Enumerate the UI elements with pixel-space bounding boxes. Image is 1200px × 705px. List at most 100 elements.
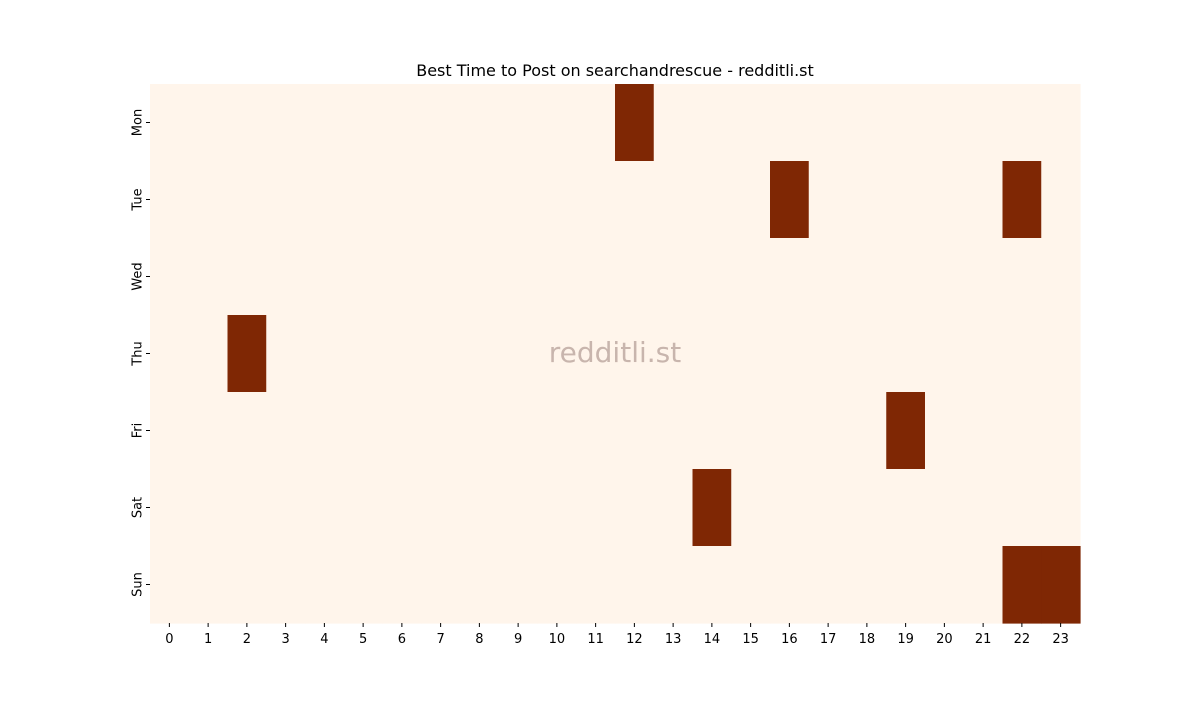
heatmap-cell-thu-6 (382, 315, 422, 393)
heatmap-cell-fri-13 (653, 392, 694, 470)
heatmap-cell-sat-23 (1041, 469, 1081, 547)
heatmap-cell-wed-16 (770, 238, 810, 316)
heatmap-cell-sat-1 (188, 469, 229, 547)
heatmap-cell-sat-3 (266, 469, 306, 547)
heatmap-cell-sun-0 (150, 546, 190, 624)
heatmap-cell-sat-0 (150, 469, 190, 547)
heatmap-cell-tue-11 (576, 161, 616, 239)
x-tick-label: 23 (1052, 632, 1069, 647)
y-tick-label: Thu (131, 341, 146, 366)
heatmap-cell-sun-23 (1041, 546, 1081, 624)
heatmap-cell-sat-15 (731, 469, 771, 547)
heatmap-cell-sat-17 (808, 469, 849, 547)
heatmap-cell-mon-14 (692, 84, 732, 162)
heatmap-cell-tue-6 (382, 161, 422, 239)
heatmap-cell-fri-1 (188, 392, 229, 470)
heatmap-cell-mon-12 (615, 84, 655, 162)
y-tick-label: Wed (131, 262, 146, 290)
heatmap-cell-mon-11 (576, 84, 616, 162)
x-tick-label: 10 (549, 632, 566, 647)
heatmap-cell-fri-9 (498, 392, 539, 470)
heatmap-cell-tue-7 (421, 161, 461, 239)
heatmap-cell-tue-18 (847, 161, 887, 239)
x-tick-label: 5 (359, 632, 367, 647)
heatmap-cell-wed-14 (692, 238, 732, 316)
heatmap-cell-sat-16 (770, 469, 810, 547)
heatmap-cell-thu-3 (266, 315, 306, 393)
heatmap-cell-fri-17 (808, 392, 849, 470)
heatmap-cell-thu-23 (1041, 315, 1081, 393)
heatmap-cell-wed-1 (188, 238, 229, 316)
heatmap-cell-sun-17 (808, 546, 849, 624)
heatmap-cell-thu-11 (576, 315, 616, 393)
heatmap-cell-tue-3 (266, 161, 306, 239)
heatmap-cell-fri-7 (421, 392, 461, 470)
heatmap-cell-wed-7 (421, 238, 461, 316)
heatmap-cell-wed-12 (615, 238, 655, 316)
heatmap-cell-sun-18 (847, 546, 887, 624)
heatmap-cell-mon-1 (188, 84, 229, 162)
heatmap-cell-wed-8 (460, 238, 500, 316)
heatmap-cell-wed-3 (266, 238, 306, 316)
heatmap-cell-sat-6 (382, 469, 422, 547)
x-tick-label: 7 (436, 632, 444, 647)
x-tick-label: 15 (742, 632, 759, 647)
heatmap-cell-fri-12 (615, 392, 655, 470)
heatmap-cell-sun-6 (382, 546, 422, 624)
heatmap-cell-fri-18 (847, 392, 887, 470)
heatmap-cell-mon-18 (847, 84, 887, 162)
heatmap-cell-tue-14 (692, 161, 732, 239)
heatmap-cell-mon-19 (886, 84, 926, 162)
heatmap-cell-tue-2 (227, 161, 267, 239)
heatmap-cell-thu-19 (886, 315, 926, 393)
heatmap-cell-sun-22 (1002, 546, 1042, 624)
heatmap-cell-mon-6 (382, 84, 422, 162)
heatmap-cell-sun-10 (537, 546, 577, 624)
heatmap-cell-mon-20 (925, 84, 965, 162)
heatmap-cell-fri-8 (460, 392, 500, 470)
heatmap-cell-fri-23 (1041, 392, 1081, 470)
heatmap-cell-thu-18 (847, 315, 887, 393)
heatmap-cell-wed-20 (925, 238, 965, 316)
heatmap-cell-tue-20 (925, 161, 965, 239)
heatmap-cell-sat-8 (460, 469, 500, 547)
x-tick-label: 3 (281, 632, 289, 647)
heatmap-cell-tue-22 (1002, 161, 1042, 239)
heatmap-cell-sat-12 (615, 469, 655, 547)
heatmap-cell-thu-8 (460, 315, 500, 393)
heatmap-cell-mon-3 (266, 84, 306, 162)
heatmap-cell-thu-13 (653, 315, 694, 393)
y-tick-label: Sat (131, 497, 146, 518)
heatmap-cell-thu-0 (150, 315, 190, 393)
x-tick-label: 16 (781, 632, 798, 647)
x-tick-label: 8 (475, 632, 483, 647)
heatmap-cell-mon-9 (498, 84, 539, 162)
heatmap-cell-sun-12 (615, 546, 655, 624)
heatmap-cell-thu-5 (343, 315, 384, 393)
heatmap-cell-tue-0 (150, 161, 190, 239)
heatmap-cell-thu-20 (925, 315, 965, 393)
heatmap-cell-wed-15 (731, 238, 771, 316)
heatmap-cell-sun-9 (498, 546, 539, 624)
heatmap-cell-thu-2 (227, 315, 267, 393)
chart-title: Best Time to Post on searchandrescue - r… (416, 61, 814, 80)
x-tick-label: 22 (1014, 632, 1031, 647)
heatmap-cell-sun-16 (770, 546, 810, 624)
heatmap-cell-sun-11 (576, 546, 616, 624)
heatmap-cell-mon-5 (343, 84, 384, 162)
heatmap-cell-wed-6 (382, 238, 422, 316)
heatmap-cell-fri-2 (227, 392, 267, 470)
heatmap-cell-wed-13 (653, 238, 694, 316)
heatmap-cell-tue-10 (537, 161, 577, 239)
heatmap-cell-sat-11 (576, 469, 616, 547)
heatmap-cell-tue-15 (731, 161, 771, 239)
heatmap-cell-tue-4 (305, 161, 345, 239)
heatmap-cell-thu-4 (305, 315, 345, 393)
heatmap-cell-mon-8 (460, 84, 500, 162)
heatmap-cell-mon-0 (150, 84, 190, 162)
heatmap-cell-sat-21 (963, 469, 1004, 547)
heatmap-cell-thu-21 (963, 315, 1004, 393)
heatmap-cell-tue-8 (460, 161, 500, 239)
heatmap-cell-mon-4 (305, 84, 345, 162)
heatmap-cell-thu-7 (421, 315, 461, 393)
